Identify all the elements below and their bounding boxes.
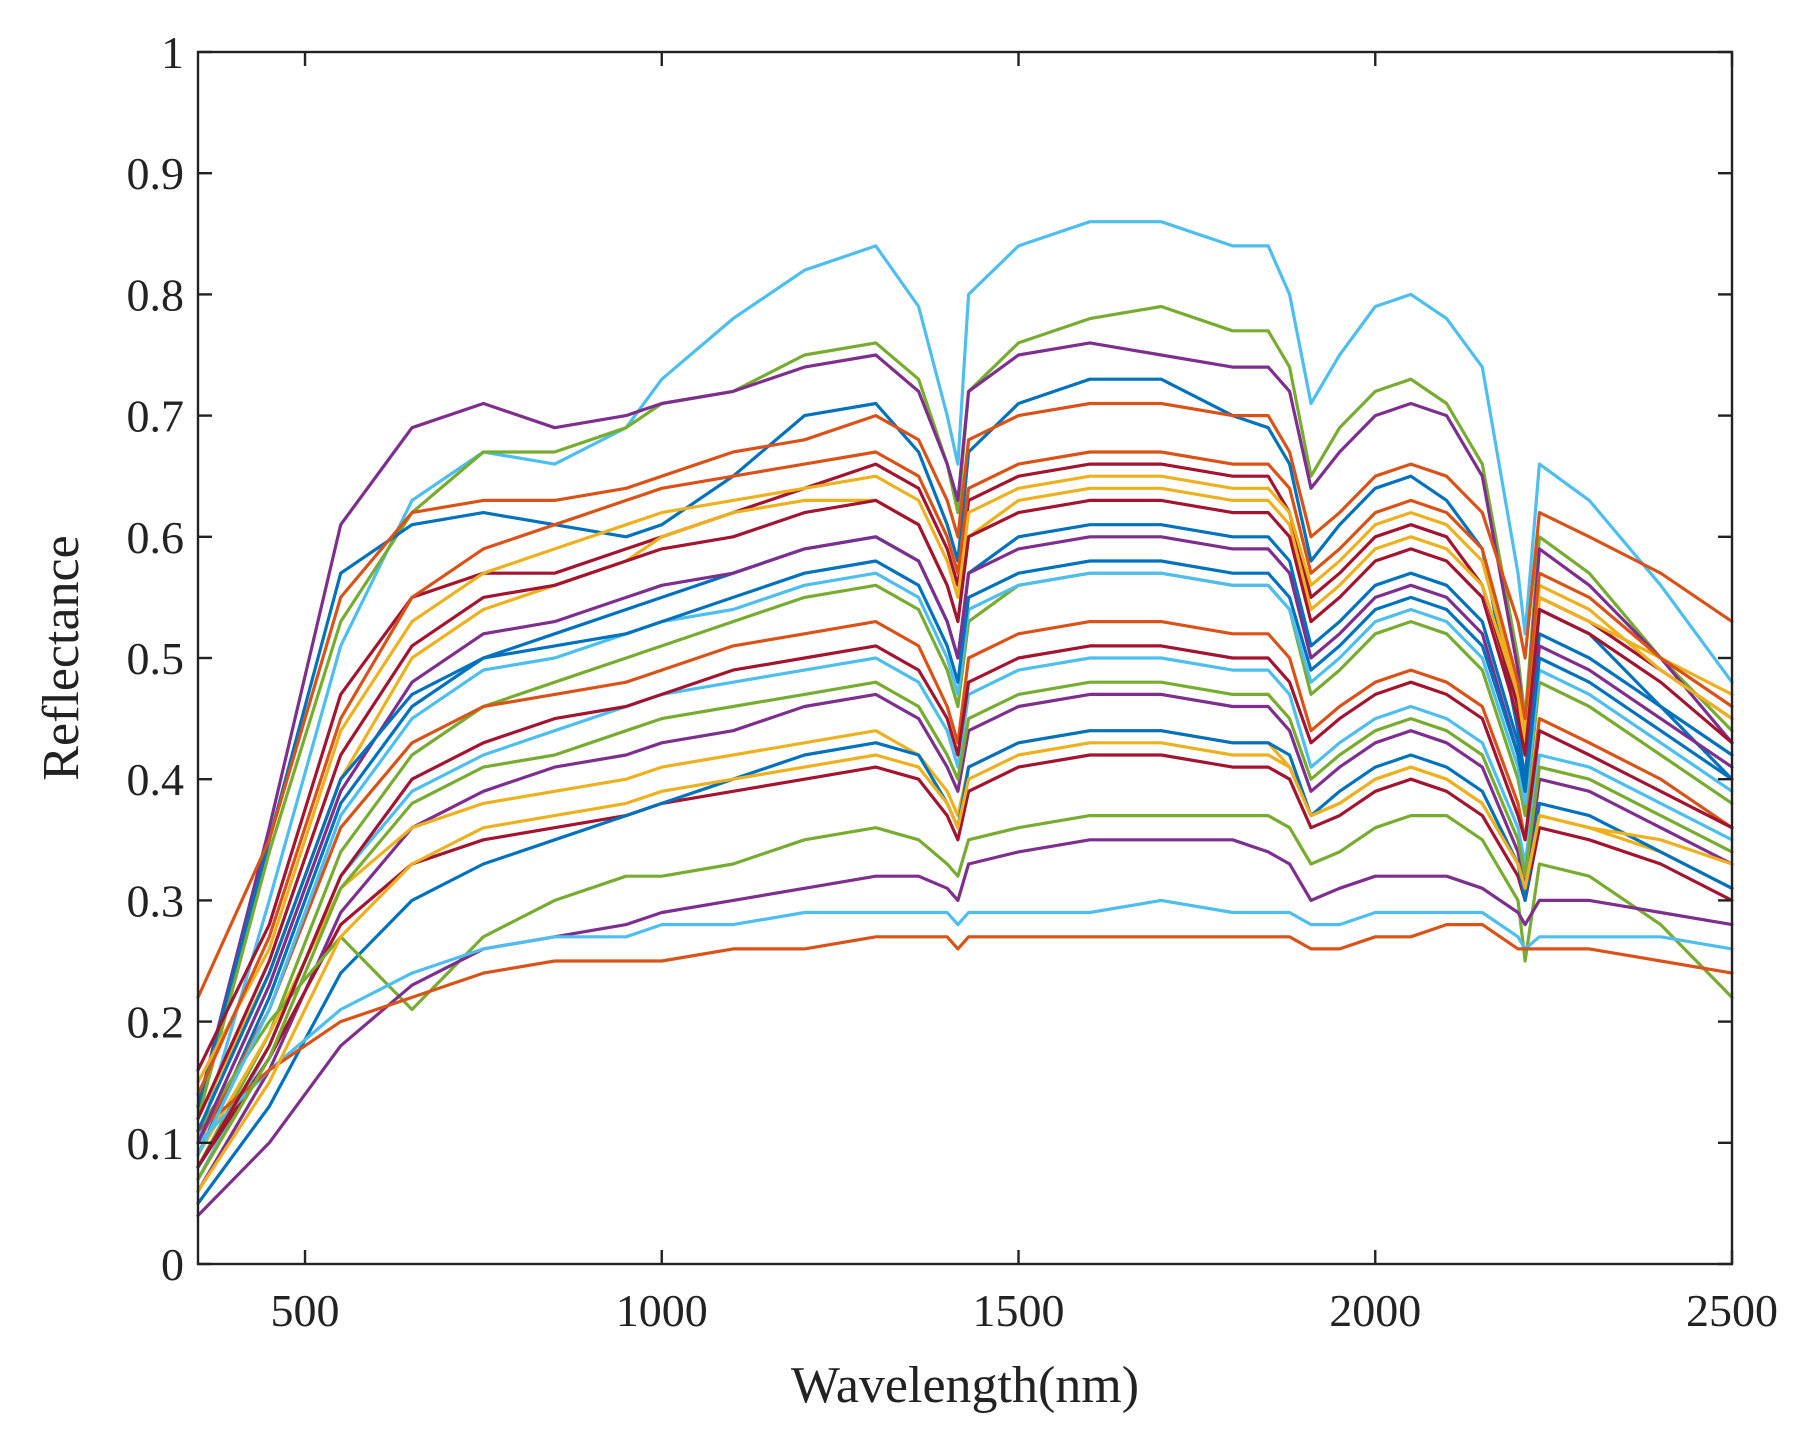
x-tick-label: 1000 — [616, 1285, 708, 1336]
series-line-14 — [196, 753, 1734, 1169]
series-line-21 — [196, 450, 1734, 1096]
x-axis-title: Wavelength(nm) — [791, 1357, 1139, 1414]
series-line-10 — [196, 620, 1734, 1145]
series-line-6 — [196, 462, 1734, 1072]
series-line-15 — [196, 729, 1734, 1205]
series-line-3 — [196, 341, 1734, 1108]
series-layer — [196, 220, 1734, 1218]
y-axis-title: Reflectance — [33, 535, 90, 780]
series-line-20 — [196, 474, 1734, 1084]
series-line-26 — [196, 741, 1734, 1193]
series-line-16 — [196, 814, 1734, 1133]
x-tick-label: 2000 — [1329, 1285, 1421, 1336]
y-tick-label: 0.1 — [127, 1118, 185, 1169]
tick-layer: 500 1000 1500 2000 2500 0 0.1 0.2 0.3 0.4 0.5 0.6 0.… — [127, 27, 1779, 1336]
y-tick-label: 0.2 — [127, 997, 185, 1048]
series-line-27 — [196, 559, 1734, 1133]
y-tick-label: 0.9 — [127, 148, 185, 199]
y-tick-label: 1 — [161, 27, 184, 78]
x-tick-label: 1500 — [973, 1285, 1065, 1336]
x-tick-label: 2500 — [1686, 1285, 1778, 1336]
series-line-12 — [196, 692, 1734, 1193]
series-line-22 — [196, 498, 1734, 1121]
y-tick-label: 0.4 — [127, 754, 185, 805]
series-line-8 — [196, 523, 1734, 1157]
series-line-1 — [196, 220, 1734, 1145]
series-line-28 — [196, 644, 1734, 1169]
series-line-11 — [196, 656, 1734, 1181]
y-tick-label: 0.6 — [127, 512, 185, 563]
y-tick-label: 0 — [161, 1239, 184, 1290]
series-line-5 — [196, 401, 1734, 999]
series-line-23 — [196, 571, 1734, 1157]
series-line-17 — [196, 838, 1734, 1218]
x-tick-label: 500 — [271, 1285, 340, 1336]
y-tick-label: 0.5 — [127, 633, 185, 684]
y-tick-label: 0.7 — [127, 391, 185, 442]
series-line-19 — [196, 923, 1734, 1133]
series-line-18 — [196, 898, 1734, 1145]
series-line-25 — [196, 680, 1734, 1181]
y-tick-label: 0.3 — [127, 875, 185, 926]
y-tick-label: 0.8 — [127, 269, 185, 320]
series-line-2 — [196, 304, 1734, 1121]
